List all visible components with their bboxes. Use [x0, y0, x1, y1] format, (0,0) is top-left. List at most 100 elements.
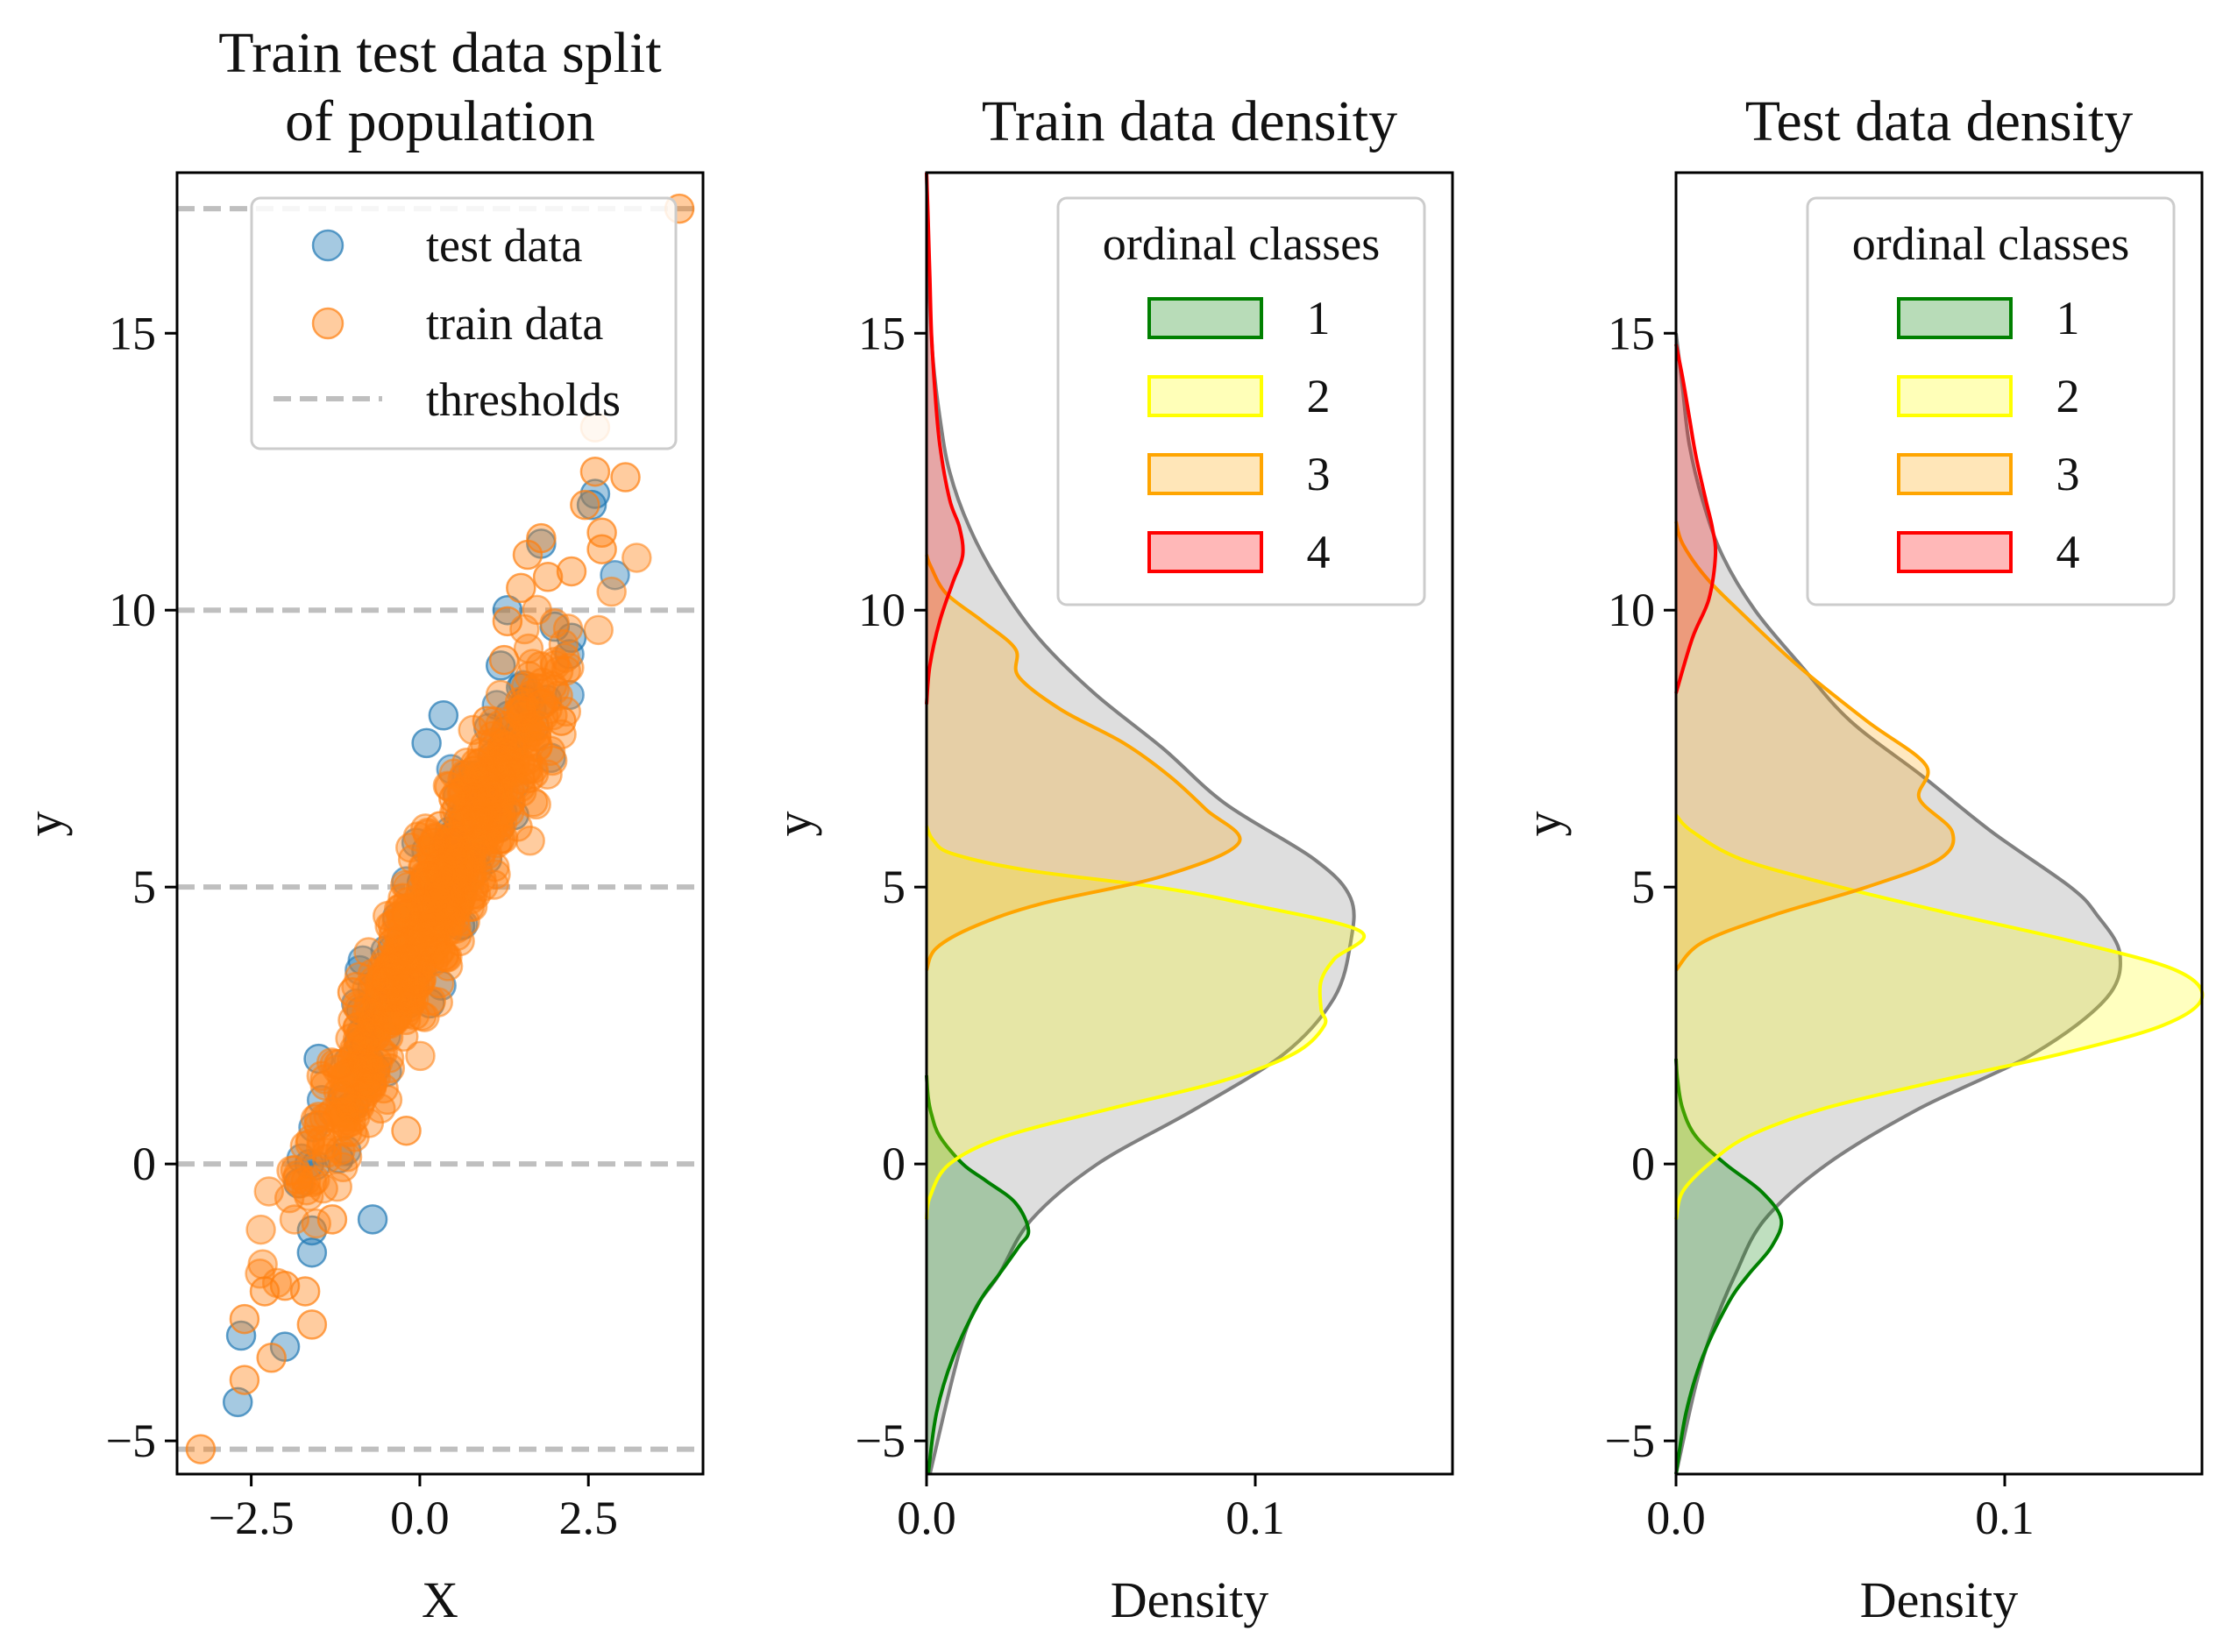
x-tick-label: −2.5	[209, 1492, 295, 1544]
test-point	[576, 489, 607, 521]
y-tick-label: 15	[109, 307, 156, 359]
legend-thresholds-label: thresholds	[426, 373, 621, 426]
y-tick-label: 15	[858, 307, 906, 359]
test-density-legend: ordinal classes 1 2 3 4	[1806, 196, 2176, 606]
train-point	[185, 1434, 217, 1464]
legend-test-label: test data	[426, 219, 582, 272]
train-point	[583, 614, 614, 646]
test-legend-label-1: 1	[2056, 292, 2080, 344]
test-density-title: Test data density	[1745, 89, 2134, 153]
train-point	[506, 572, 536, 604]
train-point	[477, 778, 508, 809]
train-point	[579, 456, 611, 487]
train-point	[353, 1108, 385, 1138]
train-point	[391, 899, 422, 931]
legend-test-marker	[311, 229, 344, 262]
train-point	[353, 1052, 384, 1083]
train-point	[371, 966, 401, 996]
x-tick-label: 0.1	[1225, 1492, 1285, 1544]
train-density-panel: 0.0 0.1 −5 0 5 10 15 Train data density Densi…	[765, 89, 1454, 1628]
train-point	[438, 783, 469, 814]
x-tick-label: 0.0	[390, 1492, 450, 1544]
train-legend-label-1: 1	[1307, 292, 1331, 344]
y-tick-label: 5	[882, 861, 906, 913]
train-point	[596, 576, 627, 607]
test-legend-label-4: 4	[2056, 526, 2080, 578]
train-point	[253, 1176, 285, 1207]
x-tick-label: 2.5	[558, 1492, 618, 1544]
y-tick-label: 5	[1631, 861, 1655, 913]
train-point	[291, 1174, 323, 1206]
train-point	[488, 644, 520, 676]
scatter-legend: test data train data thresholds	[250, 196, 678, 450]
train-point	[247, 1249, 278, 1280]
scatter-title-line-1: Train test data split	[218, 21, 661, 85]
train-point	[337, 976, 368, 1008]
train-legend-swatch-2	[1147, 375, 1263, 417]
train-legend-label-3: 3	[1307, 448, 1331, 500]
train-point	[458, 755, 489, 786]
train-point	[610, 462, 641, 493]
train-point	[416, 896, 448, 927]
train-point	[405, 1040, 436, 1072]
test-point	[357, 1204, 388, 1235]
y-tick-label: −5	[856, 1414, 906, 1467]
train-point	[229, 1365, 260, 1395]
train-point	[546, 705, 577, 736]
train-point	[256, 1343, 287, 1373]
test-density-panel: 0.0 0.1 −5 0 5 10 15 Test data density Densit…	[1515, 89, 2205, 1628]
test-point	[222, 1386, 253, 1418]
train-density-title: Train data density	[982, 89, 1397, 153]
train-legend-swatch-4	[1147, 531, 1263, 573]
train-point	[586, 534, 617, 564]
train-point	[514, 661, 545, 691]
train-point	[556, 556, 587, 587]
train-point	[245, 1214, 276, 1245]
train-point	[492, 606, 523, 637]
test-legend-label-3: 3	[2056, 448, 2080, 500]
test-density-y-ticks: −5 0 5 10 15	[1605, 307, 1676, 1467]
test-legend-label-2: 2	[2056, 370, 2080, 422]
train-point	[335, 1023, 366, 1054]
scatter-y-ticks: −5 0 5 10 15	[106, 307, 177, 1467]
train-density-x-label: Density	[1111, 1571, 1268, 1628]
train-point	[511, 755, 542, 785]
scatter-x-ticks: −2.5 0.0 2.5	[209, 1474, 618, 1544]
train-density-y-label: y	[765, 812, 822, 837]
train-point	[570, 489, 600, 521]
y-tick-label: 10	[858, 584, 906, 636]
y-tick-label: −5	[1605, 1414, 1655, 1467]
test-legend-title: ordinal classes	[1852, 217, 2129, 270]
train-point	[289, 1276, 321, 1307]
scatter-x-label: X	[422, 1571, 458, 1628]
train-density-y-ticks: −5 0 5 10 15	[856, 307, 927, 1467]
test-point	[411, 727, 442, 759]
test-legend-swatch-4	[1897, 531, 2013, 573]
train-point	[377, 927, 408, 958]
train-point	[515, 826, 545, 856]
y-tick-label: 0	[132, 1138, 156, 1190]
test-density-y-label: y	[1515, 812, 1572, 837]
train-legend-swatch-3	[1147, 453, 1263, 495]
y-tick-label: 0	[1631, 1138, 1655, 1190]
train-point	[509, 613, 540, 645]
train-point	[296, 1309, 328, 1340]
y-tick-label: 15	[1608, 307, 1655, 359]
train-point	[472, 705, 503, 736]
train-point	[303, 1110, 334, 1141]
test-density-x-label: Density	[1860, 1571, 2018, 1628]
train-density-legend: ordinal classes 1 2 3 4	[1056, 196, 1426, 606]
test-legend-swatch-1	[1897, 297, 2013, 339]
train-point	[548, 628, 579, 660]
train-legend-label-4: 4	[1307, 526, 1331, 578]
legend-train-marker	[311, 307, 344, 340]
y-tick-label: −5	[106, 1414, 156, 1467]
train-legend-swatch-1	[1147, 297, 1263, 339]
test-point	[428, 700, 459, 731]
x-tick-label: 0.0	[1646, 1492, 1706, 1544]
train-point	[323, 1049, 354, 1080]
scatter-y-label: y	[16, 812, 73, 837]
y-tick-label: 0	[882, 1138, 906, 1190]
train-legend-title: ordinal classes	[1103, 217, 1380, 270]
legend-train-label: train data	[426, 297, 603, 350]
